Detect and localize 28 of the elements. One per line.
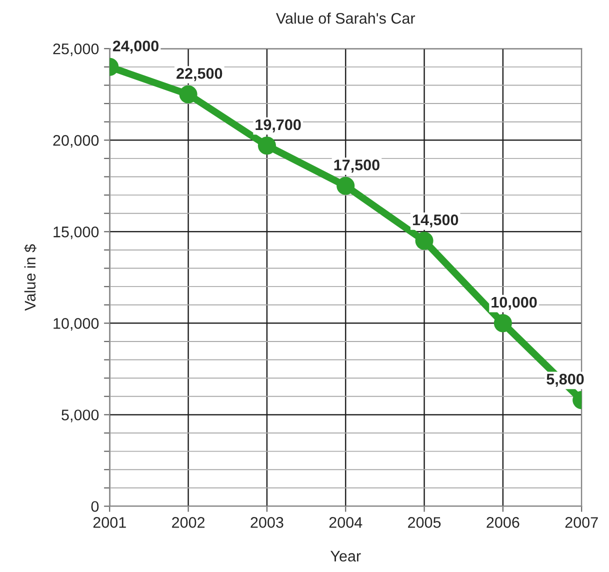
y-tick-label: 25,000 [53, 43, 99, 56]
y-tick-label: 20,000 [53, 135, 99, 148]
y-tick-label: 0 [91, 501, 99, 512]
data-label: 24,000 [112, 40, 158, 54]
y-axis-title: Value in $ [24, 244, 36, 311]
point [179, 85, 198, 104]
data-label: 14,500 [412, 214, 458, 228]
x-tick-label: 2002 [172, 517, 205, 528]
point [336, 176, 355, 195]
point [258, 136, 276, 155]
data-label: 22,500 [176, 68, 222, 82]
x-tick-label: 2004 [329, 517, 362, 528]
x-tick-label: 2006 [486, 517, 520, 528]
x-tick-label: 2003 [250, 517, 284, 528]
x-tick-label: 2001 [93, 517, 126, 528]
data-label: 5,800 [546, 374, 584, 387]
point [494, 314, 512, 332]
x-tick-label: 2005 [408, 517, 441, 528]
data-label: 10,000 [492, 296, 537, 310]
x-tick-label: 2007 [565, 517, 598, 528]
y-tick-label: 5,000 [62, 410, 99, 422]
point [415, 232, 434, 250]
data-label: 17,500 [334, 160, 380, 173]
data-label: 19,700 [256, 119, 301, 132]
y-tick-label: 10,000 [54, 318, 99, 331]
y-tick-label: 15,000 [54, 226, 99, 240]
x-axis-title: Year [330, 550, 361, 562]
chart-title: Value of Sarah's Car [276, 12, 416, 24]
